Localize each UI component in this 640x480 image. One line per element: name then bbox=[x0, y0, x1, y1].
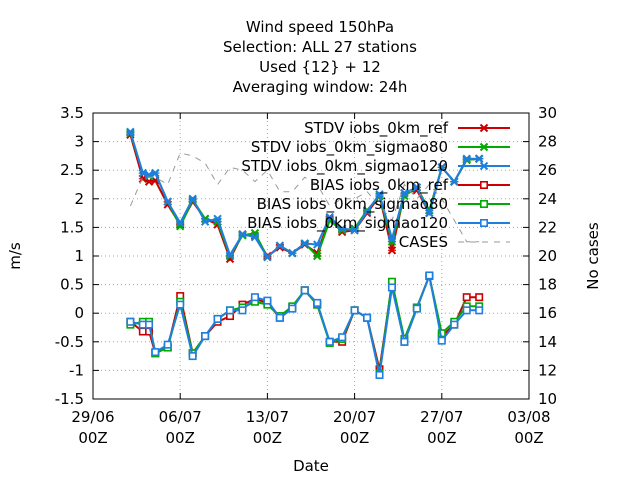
point-marker bbox=[462, 293, 471, 302]
point-marker bbox=[288, 304, 297, 313]
y2-tick-label: 26 bbox=[538, 161, 557, 179]
x-tick-label: 29/06 bbox=[71, 408, 114, 426]
y-tick-label: 2 bbox=[74, 190, 84, 208]
point-marker bbox=[462, 306, 471, 315]
y2-axis-label: No cases bbox=[584, 222, 602, 290]
y-tick-label: 1 bbox=[74, 247, 84, 265]
point-marker bbox=[437, 336, 446, 345]
series-6 bbox=[129, 152, 480, 243]
x-tick-label: 00Z bbox=[340, 429, 369, 447]
legend-label: CASES bbox=[399, 233, 448, 251]
point-marker bbox=[263, 296, 272, 305]
x-tick-label: 00Z bbox=[78, 429, 107, 447]
series-5 bbox=[126, 271, 484, 379]
point-marker bbox=[338, 333, 347, 342]
point-marker bbox=[163, 340, 172, 349]
legend-label: BIAS iobs_0km_sigmao80 bbox=[257, 195, 448, 214]
y-tick-label: 1.5 bbox=[60, 218, 84, 236]
point-marker bbox=[145, 320, 154, 329]
axes: -1.5 -1 -0.5 0 0.5 1 1.5 2 2.5 3 3.5 10 12 14 16 18 20 22… bbox=[55, 104, 557, 447]
y2-tick-label: 20 bbox=[538, 247, 557, 265]
title-line: Wind speed 150hPa bbox=[246, 18, 394, 36]
point-marker bbox=[412, 304, 421, 313]
x-tick-label: 00Z bbox=[166, 429, 195, 447]
x-tick-label: 00Z bbox=[253, 429, 282, 447]
y2-tick-label: 14 bbox=[538, 333, 557, 351]
y2-tick-label: 12 bbox=[538, 361, 557, 379]
point-marker bbox=[300, 286, 309, 295]
point-marker bbox=[238, 306, 247, 315]
legend-label: STDV iobs_0km_sigmao80 bbox=[251, 138, 448, 157]
title-line: Averaging window: 24h bbox=[233, 78, 408, 96]
series-line bbox=[130, 271, 480, 376]
title-line: Used {12} + 12 bbox=[259, 58, 381, 76]
y2-tick-label: 30 bbox=[538, 104, 557, 122]
y-tick-label: 2.5 bbox=[60, 161, 84, 179]
x-tick-label: 20/07 bbox=[333, 408, 376, 426]
chart-title: Wind speed 150hPa Selection: ALL 27 stat… bbox=[223, 18, 417, 96]
y-tick-label: -0.5 bbox=[55, 333, 84, 351]
legend-label: BIAS iobs_0km_sigmao120 bbox=[247, 214, 448, 233]
point-marker bbox=[313, 298, 322, 307]
point-marker bbox=[226, 306, 235, 315]
y2-tick-label: 18 bbox=[538, 276, 557, 294]
point-marker bbox=[479, 200, 488, 209]
legend-label: STDV iobs_0km_sigmao120 bbox=[241, 157, 448, 176]
point-marker bbox=[188, 352, 197, 361]
point-marker bbox=[387, 283, 396, 292]
legend-label: BIAS iobs_0km_ref bbox=[310, 176, 449, 195]
point-marker bbox=[151, 348, 160, 357]
x-tick-label: 00Z bbox=[427, 429, 456, 447]
point-marker bbox=[400, 337, 409, 346]
series-2 bbox=[126, 127, 484, 262]
y-tick-label: -1.5 bbox=[55, 390, 84, 408]
y-tick-label: 0.5 bbox=[60, 276, 84, 294]
point-marker bbox=[475, 293, 484, 302]
y-tick-label: 0 bbox=[74, 304, 84, 322]
point-marker bbox=[213, 314, 222, 323]
point-marker bbox=[325, 337, 334, 346]
y-tick-label: -1 bbox=[69, 361, 84, 379]
title-line: Selection: ALL 27 stations bbox=[223, 38, 417, 56]
x-axis-label: Date bbox=[293, 457, 329, 475]
point-marker bbox=[475, 306, 484, 315]
x-tick-label: 13/07 bbox=[246, 408, 289, 426]
point-marker bbox=[201, 332, 210, 341]
x-tick-label: 27/07 bbox=[420, 408, 463, 426]
y2-tick-label: 22 bbox=[538, 218, 557, 236]
point-marker bbox=[350, 306, 359, 315]
x-tick-label: 06/07 bbox=[159, 408, 202, 426]
point-marker bbox=[450, 320, 459, 329]
point-marker bbox=[375, 370, 384, 379]
point-marker bbox=[363, 313, 372, 322]
point-marker bbox=[479, 219, 488, 228]
legend-label: STDV iobs_0km_ref bbox=[304, 119, 449, 138]
x-tick-label: 03/08 bbox=[507, 408, 550, 426]
y2-tick-label: 28 bbox=[538, 133, 557, 151]
point-marker bbox=[425, 271, 434, 280]
y-tick-label: 3 bbox=[74, 133, 84, 151]
y-axis-label: m/s bbox=[6, 242, 24, 270]
y2-tick-label: 10 bbox=[538, 390, 557, 408]
series-line bbox=[129, 131, 480, 259]
series-line bbox=[129, 152, 480, 243]
point-marker bbox=[176, 300, 185, 309]
point-marker bbox=[479, 181, 488, 190]
point-marker bbox=[250, 293, 259, 302]
y-tick-label: 3.5 bbox=[60, 104, 84, 122]
x-tick-label: 00Z bbox=[514, 429, 543, 447]
y2-tick-label: 24 bbox=[538, 190, 557, 208]
point-marker bbox=[126, 317, 135, 326]
series-layer bbox=[126, 127, 484, 379]
point-marker bbox=[275, 313, 284, 322]
y2-tick-label: 16 bbox=[538, 304, 557, 322]
